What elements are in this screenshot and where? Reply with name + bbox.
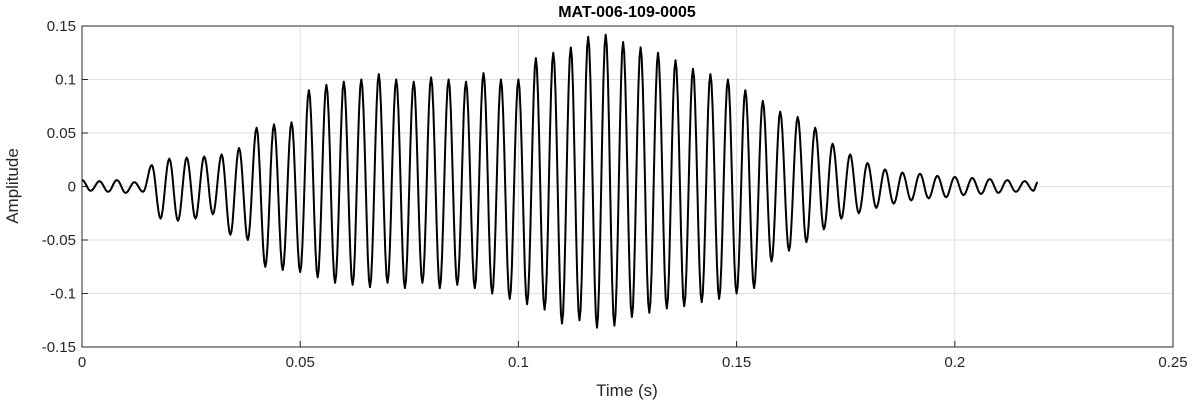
y-tick-label: -0.15 <box>42 339 76 356</box>
y-tick-label: 0.05 <box>47 125 76 142</box>
y-tick-label: -0.1 <box>50 286 76 303</box>
y-tick-label: 0.15 <box>47 18 76 35</box>
x-tick-label: 0.1 <box>508 354 529 371</box>
x-tick-label: 0.25 <box>1158 354 1187 371</box>
series-line-amplitude <box>81 33 1039 329</box>
x-tick-labels: 0 0.05 0.1 0.15 0.2 0.25 <box>78 354 1188 371</box>
chart-title: MAT-006-109-0005 <box>558 4 696 21</box>
x-axis-label: Time (s) <box>596 381 658 400</box>
axis-ticks <box>81 25 1174 348</box>
y-tick-label: 0.1 <box>55 72 76 89</box>
y-axis-label: Amplitude <box>3 148 22 224</box>
y-tick-labels: -0.15 -0.1 -0.05 0 0.05 0.1 0.15 <box>42 18 76 356</box>
x-tick-label: 0 <box>78 354 86 371</box>
y-tick-label: 0 <box>68 179 76 196</box>
x-tick-label: 0.2 <box>944 354 965 371</box>
x-tick-label: 0.05 <box>286 354 315 371</box>
x-tick-label: 0.15 <box>722 354 751 371</box>
y-tick-label: -0.05 <box>42 232 76 249</box>
